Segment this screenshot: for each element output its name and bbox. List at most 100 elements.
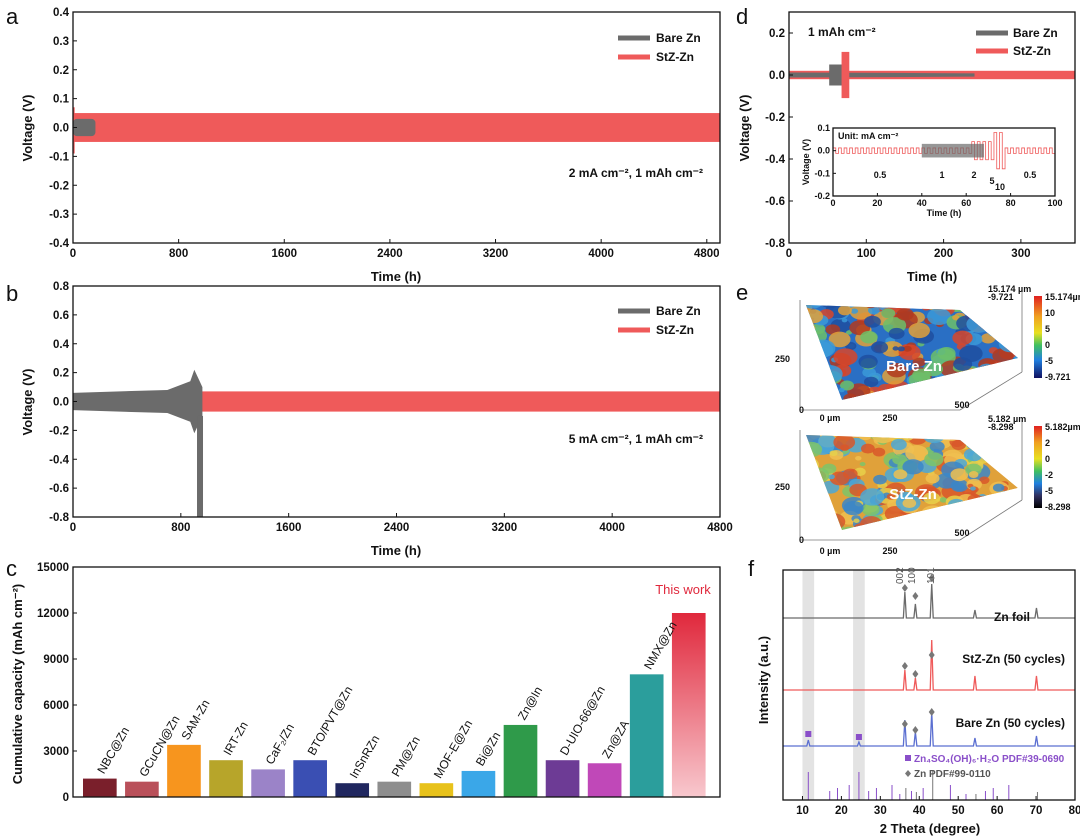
map-blob bbox=[997, 314, 1016, 328]
panel-f-xlabel: 2 Theta (degree) bbox=[880, 821, 980, 836]
y-tick-label: 12000 bbox=[37, 608, 69, 620]
bar-D-UIO-66@Zn bbox=[545, 760, 580, 797]
map-blob bbox=[951, 387, 966, 397]
map-blob bbox=[1014, 313, 1018, 321]
y-tick-label: 0.2 bbox=[769, 28, 785, 40]
map-blob bbox=[992, 393, 999, 398]
panel-b: b 0.8 0.6 0.4 0.2 0.0 -0.2 -0.4 -0.6 -0.8 0 800 16… bbox=[6, 281, 733, 558]
map-texture bbox=[803, 299, 1018, 400]
map-blob bbox=[840, 380, 855, 391]
map-blob bbox=[939, 497, 948, 503]
map-blob bbox=[985, 529, 995, 530]
map-blob bbox=[843, 468, 858, 479]
y-tick-label: 3000 bbox=[43, 746, 69, 758]
map-ytick: 250 bbox=[775, 354, 790, 364]
map-blob bbox=[896, 428, 904, 434]
map-blob bbox=[998, 510, 1007, 517]
map-blob bbox=[1007, 456, 1018, 465]
map-blob bbox=[886, 362, 907, 378]
map-blob bbox=[992, 370, 1006, 380]
map-blob bbox=[952, 330, 973, 346]
map-blob bbox=[965, 306, 973, 312]
bar-category-label: IRT-Zn bbox=[221, 719, 251, 758]
map-blob bbox=[803, 299, 811, 305]
series-band-bare-zn bbox=[789, 72, 975, 78]
map-blob bbox=[992, 348, 1014, 364]
map-blob bbox=[824, 435, 835, 436]
map-blob bbox=[838, 305, 859, 308]
map-blob bbox=[807, 383, 817, 390]
map-blob bbox=[908, 322, 930, 339]
x-tick-label: 300 bbox=[1011, 248, 1030, 260]
map-blob bbox=[820, 520, 842, 530]
map-blob bbox=[952, 314, 960, 321]
panel-c-y-ticks: 15000 12000 9000 6000 3000 0 bbox=[37, 562, 77, 804]
map-blob bbox=[849, 305, 873, 320]
series-label-zn-foil: Zn foil bbox=[994, 610, 1030, 624]
panel-b-xlabel: Time (h) bbox=[371, 543, 421, 558]
bar-this-work bbox=[671, 613, 706, 797]
colorbar-label: 5 bbox=[1045, 324, 1050, 334]
map-blob bbox=[806, 484, 818, 499]
map-blob bbox=[861, 503, 880, 516]
map-blob bbox=[950, 468, 969, 482]
map-blob bbox=[922, 435, 946, 444]
map-blob bbox=[1015, 389, 1018, 397]
inset-xlabel: Time (h) bbox=[927, 208, 962, 218]
map-blob bbox=[806, 329, 812, 334]
map-blob bbox=[968, 509, 983, 520]
map-blob bbox=[916, 305, 927, 306]
map-blob bbox=[1019, 517, 1027, 523]
inset-ylabel: Voltage (V) bbox=[801, 139, 811, 185]
map-blob bbox=[806, 305, 823, 309]
bar-PM@Zn bbox=[377, 781, 412, 797]
map-blob bbox=[905, 445, 929, 462]
colorbar-label: -5 bbox=[1045, 486, 1053, 496]
panel-c-bars bbox=[83, 613, 706, 797]
y-tick-label: 0.0 bbox=[53, 123, 69, 135]
map-blob bbox=[833, 348, 858, 366]
map-blob bbox=[985, 305, 998, 311]
map-blob bbox=[902, 435, 914, 441]
y-tick-label: -0.2 bbox=[49, 425, 69, 437]
map-blob bbox=[828, 331, 851, 348]
bar-GCuCN@Zn bbox=[125, 781, 159, 797]
map-blob bbox=[920, 505, 946, 523]
map-blob bbox=[955, 507, 978, 524]
panel-c-ylabel: Cumulative capacity (mAh cm⁻²) bbox=[10, 584, 25, 784]
map-blob bbox=[809, 341, 834, 359]
map-blob bbox=[814, 369, 826, 378]
diamond-icon bbox=[912, 726, 919, 734]
map-blob bbox=[827, 474, 835, 480]
map-surface-stz-zn bbox=[806, 428, 1027, 530]
map-blob bbox=[906, 385, 929, 400]
map-blob bbox=[970, 486, 976, 491]
x-tick-label: 200 bbox=[934, 248, 953, 260]
map-blob bbox=[806, 504, 807, 510]
panel-b-letter: b bbox=[6, 281, 18, 306]
map-blob bbox=[807, 467, 830, 483]
map-blob bbox=[924, 452, 944, 467]
y-tick-label: -0.4 bbox=[765, 154, 785, 166]
panel-d-annotation: 1 mAh cm⁻² bbox=[808, 25, 876, 39]
map-blob bbox=[1001, 435, 1014, 445]
map-blob bbox=[841, 318, 848, 323]
ref-marker-zhs bbox=[905, 755, 911, 761]
x-tick-label: 4000 bbox=[588, 248, 614, 260]
legend-label-bare-zn: Bare Zn bbox=[656, 31, 701, 45]
map-blob bbox=[893, 469, 908, 480]
x-tick-label: 50 bbox=[952, 805, 965, 817]
map-blob bbox=[806, 367, 816, 376]
map-blob bbox=[889, 528, 907, 530]
map-blob bbox=[966, 315, 991, 333]
map-blob bbox=[966, 450, 982, 462]
diamond-icon bbox=[901, 662, 908, 670]
map-blob bbox=[941, 386, 956, 398]
map-blob bbox=[989, 435, 1006, 444]
map-blob bbox=[972, 516, 980, 522]
map-blob bbox=[974, 305, 982, 308]
map-blob bbox=[806, 441, 823, 458]
map-blob bbox=[806, 337, 822, 356]
map-blob bbox=[980, 333, 996, 344]
